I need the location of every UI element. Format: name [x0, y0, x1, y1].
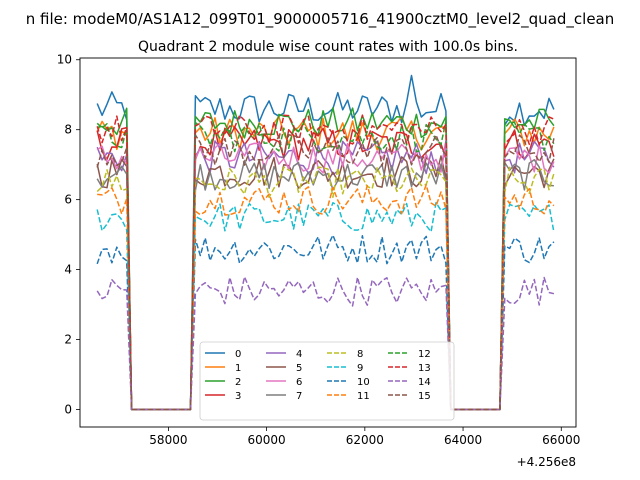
legend-label-9: 9 — [357, 363, 363, 374]
legend-label-5: 5 — [296, 363, 302, 374]
legend-label-7: 7 — [296, 391, 302, 402]
y-tick-label: 8 — [64, 123, 72, 137]
legend-label-4: 4 — [296, 349, 302, 360]
x-tick-label: 66000 — [542, 433, 580, 447]
legend-label-6: 6 — [296, 377, 302, 388]
plot-frame — [79, 57, 577, 428]
x-tick-label: 64000 — [444, 433, 482, 447]
legend-label-11: 11 — [357, 391, 370, 402]
legend-label-12: 12 — [418, 349, 431, 360]
y-tick-label: 4 — [64, 263, 72, 277]
legend-label-14: 14 — [418, 377, 431, 388]
y-tick-label: 6 — [64, 193, 72, 207]
x-offset-label: +4.256e8 — [517, 455, 576, 469]
y-tick-label: 2 — [64, 333, 72, 347]
legend-label-3: 3 — [235, 391, 241, 402]
legend-label-13: 13 — [418, 363, 431, 374]
legend-label-1: 1 — [235, 363, 241, 374]
legend-label-0: 0 — [235, 349, 241, 360]
x-tick-label: 58000 — [149, 433, 187, 447]
series-line-11 — [97, 184, 555, 411]
x-tick-label: 60000 — [248, 433, 286, 447]
series-layer — [96, 74, 555, 411]
legend-label-15: 15 — [418, 391, 431, 402]
suptitle: n file: modeM0/AS1A12_099T01_9000005716_… — [26, 10, 615, 29]
legend-label-8: 8 — [357, 349, 363, 360]
series-line-14 — [96, 276, 555, 411]
y-tick-label: 0 — [64, 403, 72, 417]
legend-label-10: 10 — [357, 377, 370, 388]
chart-title: Quadrant 2 module wise count rates with … — [138, 39, 518, 55]
series-line-15 — [96, 134, 555, 411]
legend-label-2: 2 — [235, 377, 241, 388]
y-tick-label: 10 — [57, 53, 72, 67]
x-tick-label: 62000 — [346, 433, 384, 447]
